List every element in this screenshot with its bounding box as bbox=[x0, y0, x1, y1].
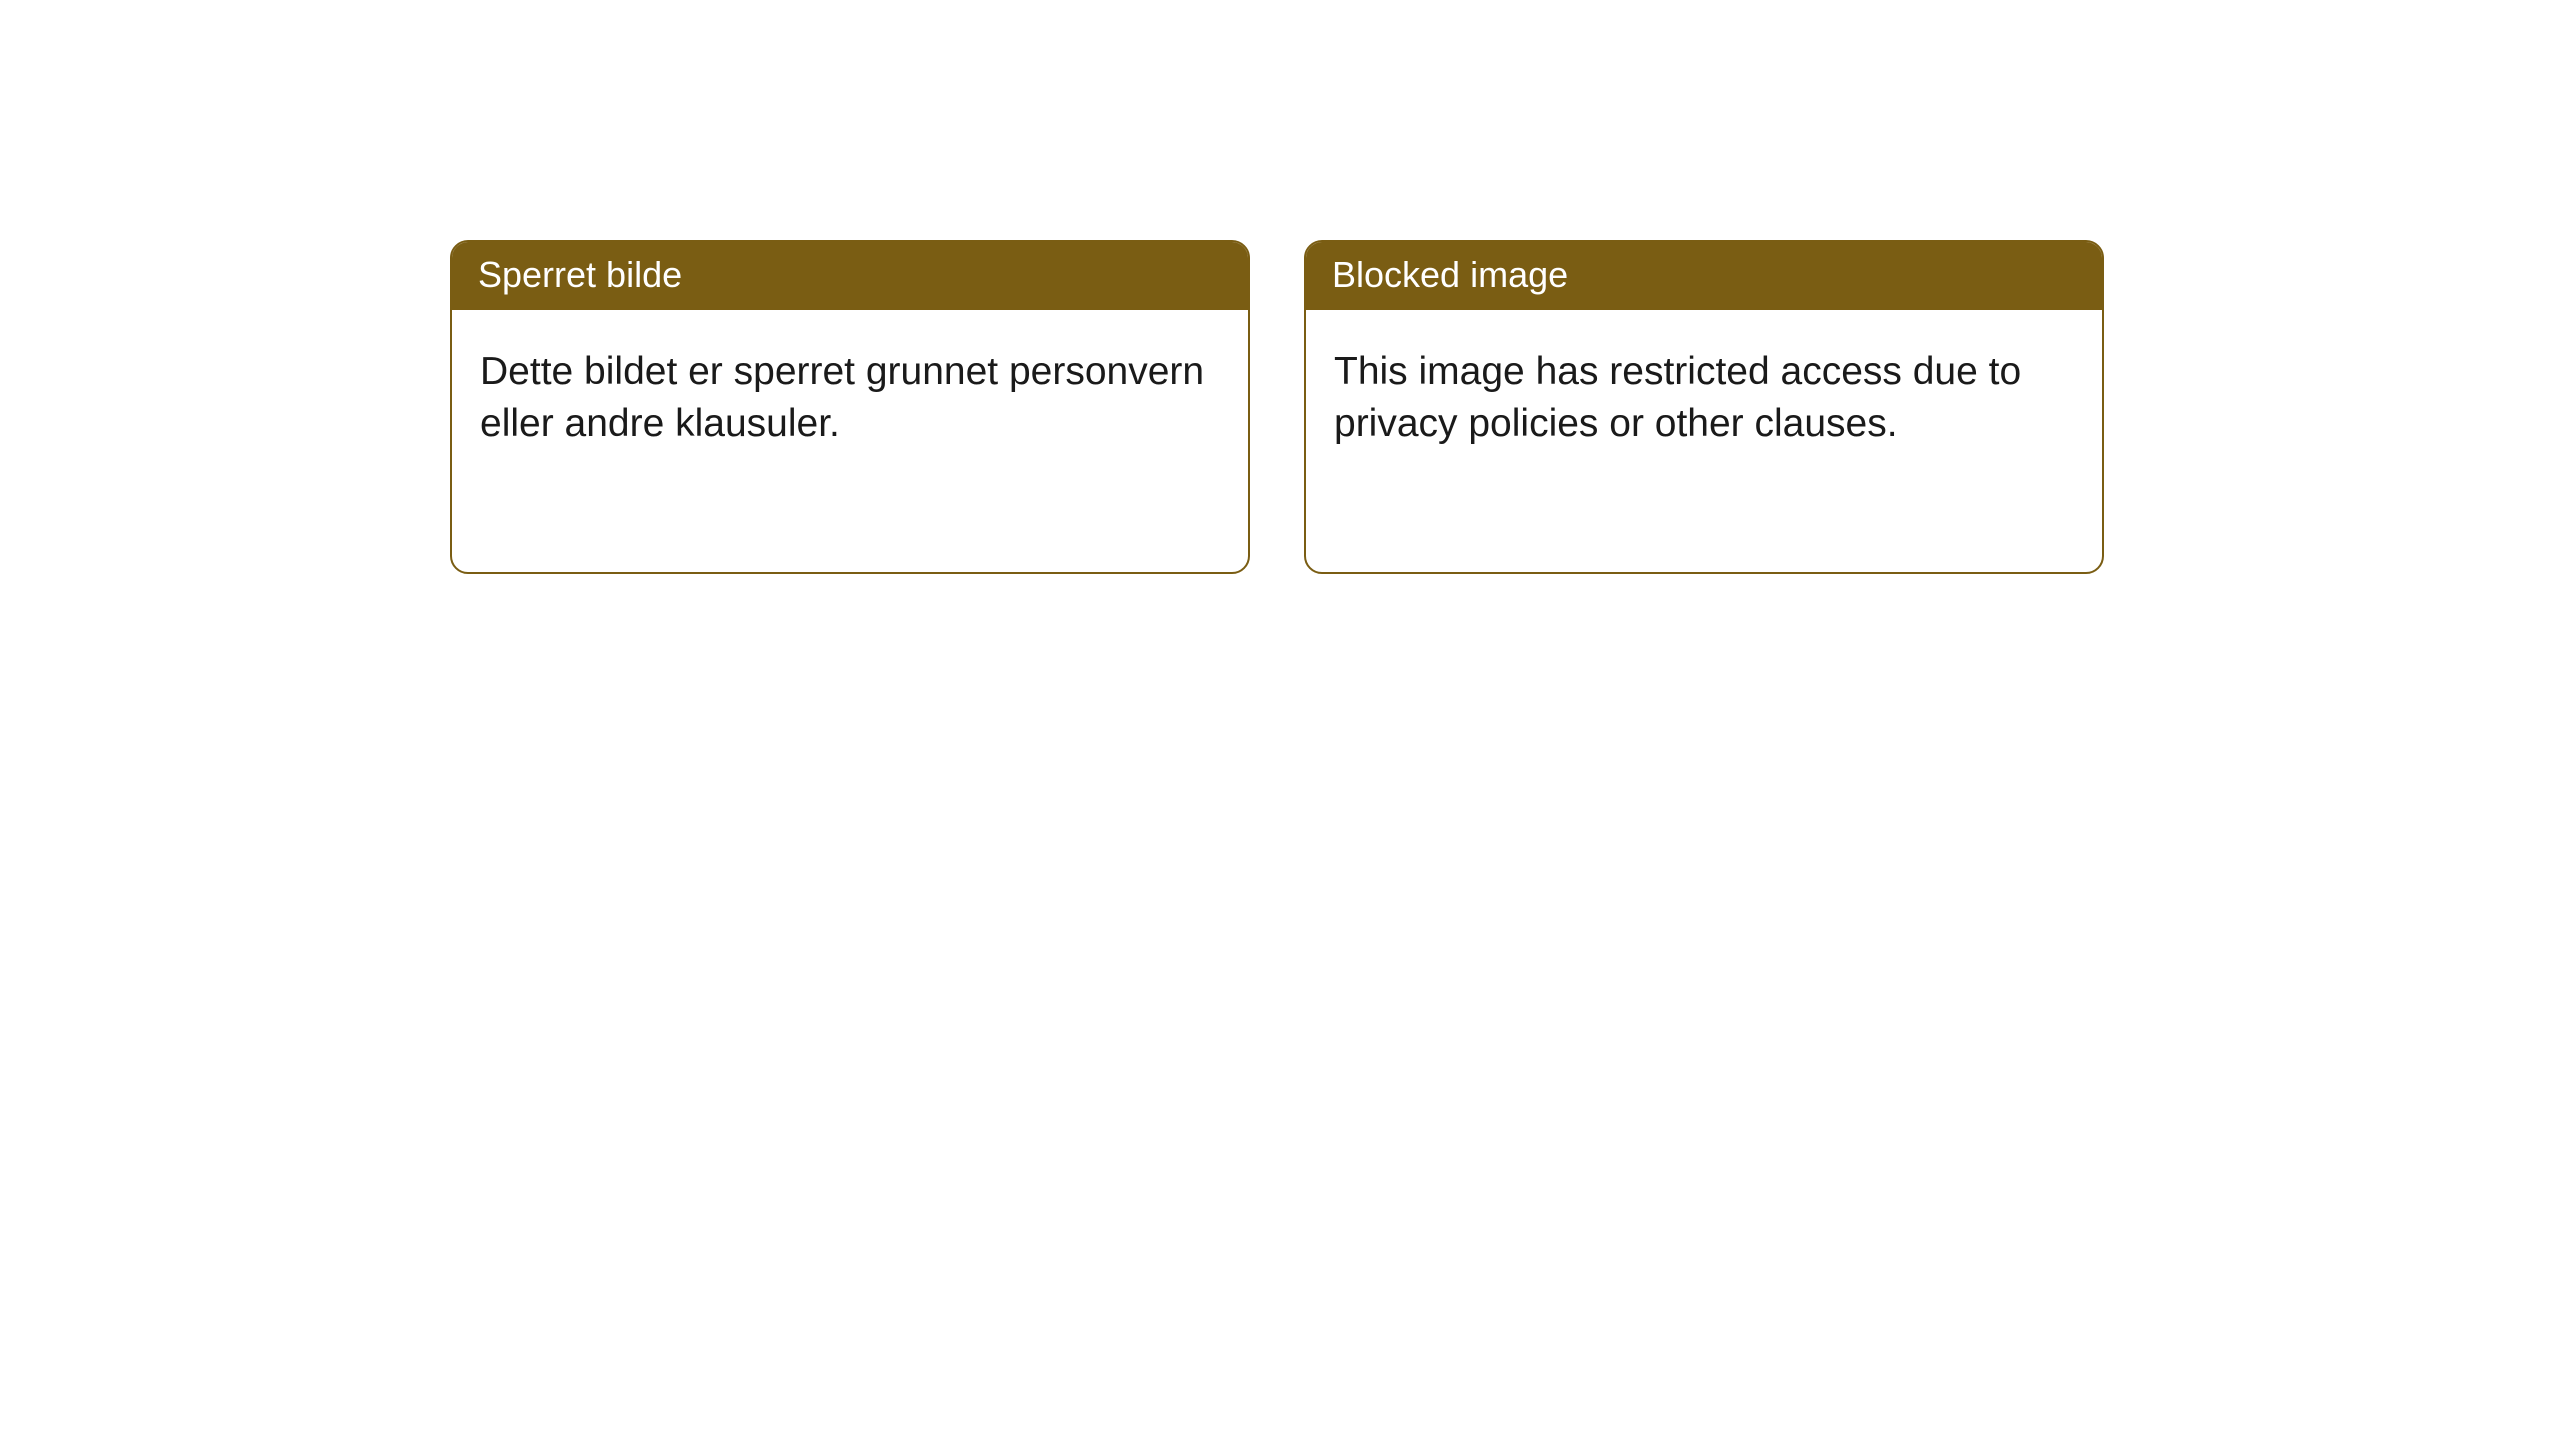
notice-body: Dette bildet er sperret grunnet personve… bbox=[452, 310, 1248, 486]
notice-header: Sperret bilde bbox=[452, 242, 1248, 310]
notice-card-norwegian: Sperret bilde Dette bildet er sperret gr… bbox=[450, 240, 1250, 574]
notice-body: This image has restricted access due to … bbox=[1306, 310, 2102, 486]
notice-header: Blocked image bbox=[1306, 242, 2102, 310]
notice-container: Sperret bilde Dette bildet er sperret gr… bbox=[0, 0, 2560, 574]
notice-card-english: Blocked image This image has restricted … bbox=[1304, 240, 2104, 574]
